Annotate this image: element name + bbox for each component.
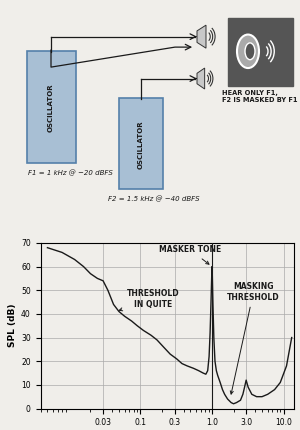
Ellipse shape [245,43,255,60]
Text: OSCILLATOR: OSCILLATOR [138,120,144,169]
Text: HEAR ONLY F1,
F2 IS MASKED BY F1: HEAR ONLY F1, F2 IS MASKED BY F1 [222,90,298,103]
Text: F1 = 1 kHz @ −20 dBFS: F1 = 1 kHz @ −20 dBFS [28,169,113,176]
Text: MASKING
THRESHOLD: MASKING THRESHOLD [227,283,280,394]
Text: THRESHOLD
IN QUITE: THRESHOLD IN QUITE [119,289,179,311]
Ellipse shape [237,34,259,68]
Y-axis label: SPL (dB): SPL (dB) [8,304,17,347]
Text: MASKER TONE: MASKER TONE [159,246,222,264]
Polygon shape [197,25,206,48]
Text: F2 = 1.5 kHz @ −40 dBFS: F2 = 1.5 kHz @ −40 dBFS [108,196,200,202]
FancyBboxPatch shape [27,51,76,163]
FancyBboxPatch shape [228,18,293,86]
Text: OSCILLATOR: OSCILLATOR [48,83,54,132]
Polygon shape [197,68,205,89]
FancyBboxPatch shape [119,98,163,190]
